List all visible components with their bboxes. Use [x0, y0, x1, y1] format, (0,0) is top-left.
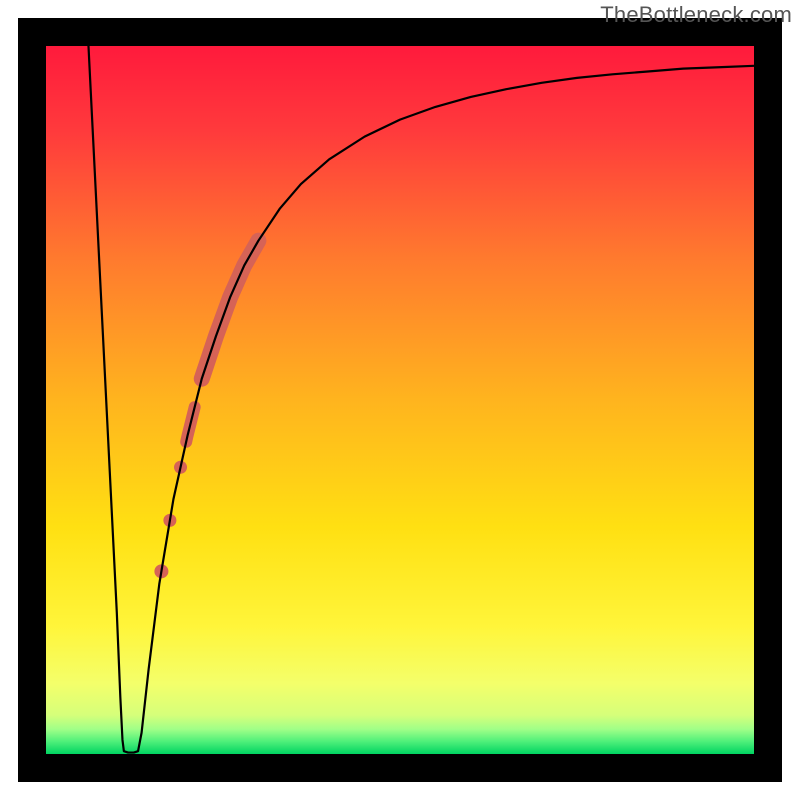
chart-svg — [0, 0, 800, 800]
attribution-text: TheBottleneck.com — [600, 2, 792, 28]
